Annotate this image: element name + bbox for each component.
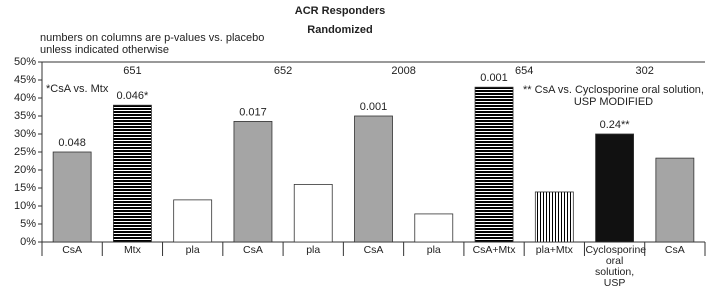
group-label: 651 <box>123 65 141 77</box>
y-tick-label: 35% <box>14 110 36 122</box>
bar <box>534 191 574 243</box>
y-tick-label: 25% <box>14 146 36 158</box>
y-tick-label: 5% <box>20 218 36 230</box>
bar <box>595 133 634 243</box>
x-tick-label: Cyclosporine oral solution, USP MODIFIED <box>585 244 647 287</box>
bar <box>52 151 92 243</box>
note: *CsA vs. Mtx <box>46 83 109 95</box>
column-label: 0.048 <box>58 137 86 149</box>
x-tick-label: CsA <box>243 244 263 256</box>
group-label: 302 <box>636 65 654 77</box>
chart-subtitle: Randomized <box>307 24 372 36</box>
bar <box>354 115 393 243</box>
note: ** CsA vs. Cyclosporine oral solution, U… <box>523 84 704 108</box>
bar <box>293 183 333 243</box>
group-label: 654 <box>515 65 533 77</box>
x-tick-label: pla <box>185 244 200 256</box>
y-tick-label: 50% <box>14 56 36 68</box>
column-label: 0.24** <box>600 119 631 131</box>
bar <box>113 104 152 243</box>
column-label: 0.001 <box>480 72 508 84</box>
column-label: 0.046* <box>117 90 150 102</box>
x-tick-label: Mtx <box>123 244 141 256</box>
y-tick-label: 30% <box>14 128 36 140</box>
group-label: 652 <box>274 65 292 77</box>
bar <box>173 199 213 243</box>
chart-title: ACR Responders <box>295 5 385 17</box>
y-tick-label: 40% <box>14 92 36 104</box>
x-tick-label: pla <box>306 244 321 256</box>
x-tick-label: CsA <box>62 244 83 256</box>
column-label: 0.001 <box>360 101 388 113</box>
x-tick-label: pla <box>426 244 441 256</box>
x-tick-label: CsA <box>363 244 384 256</box>
x-tick-label: CsA <box>664 244 685 256</box>
y-tick-label: 20% <box>14 164 36 176</box>
group-label: 2008 <box>391 65 415 77</box>
bar <box>655 157 695 243</box>
y-tick-label: 45% <box>14 74 36 86</box>
annotation: numbers on columns are p-values vs. plac… <box>40 32 265 56</box>
y-tick-label: 15% <box>14 182 36 194</box>
bar <box>474 86 514 243</box>
bar <box>233 121 273 243</box>
x-tick-label: pla+Mtx <box>535 244 573 256</box>
bar <box>414 213 454 243</box>
y-tick-label: 0% <box>20 236 36 248</box>
column-label: 0.017 <box>239 106 267 118</box>
x-tick-label: CsA+Mtx <box>472 244 516 256</box>
y-tick-label: 10% <box>14 200 36 212</box>
